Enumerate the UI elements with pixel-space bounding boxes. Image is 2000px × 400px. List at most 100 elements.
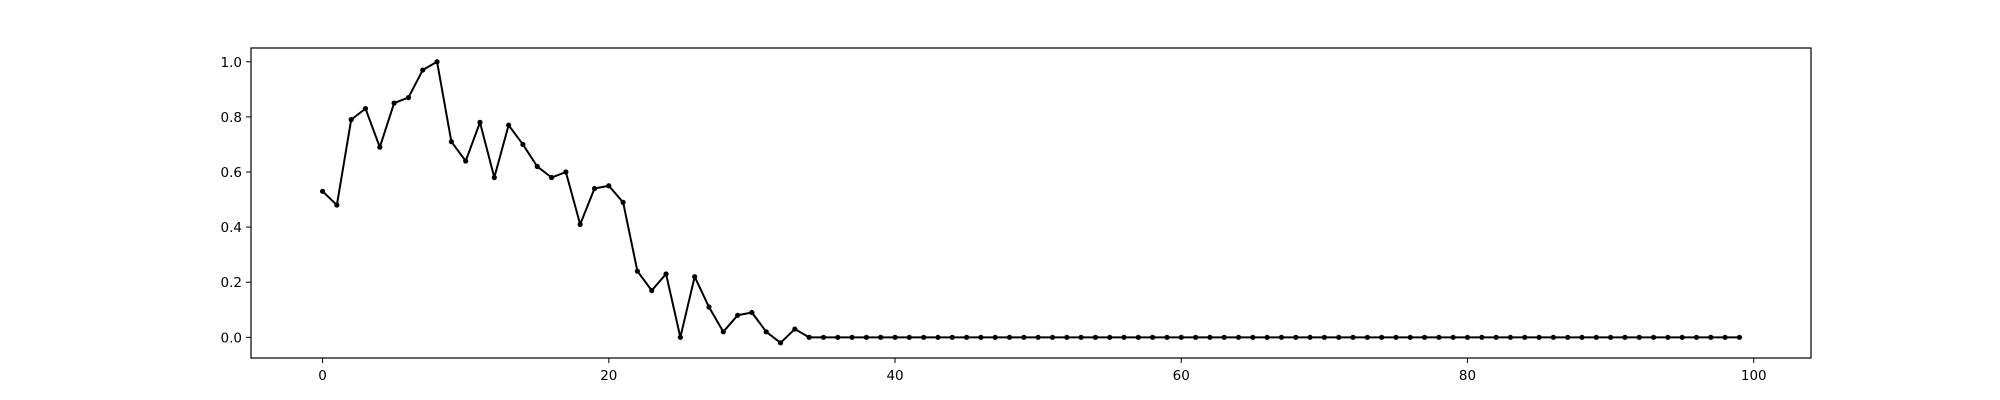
data-point <box>1264 334 1270 340</box>
data-point <box>763 329 769 335</box>
data-point <box>1250 334 1256 340</box>
data-point <box>1336 334 1342 340</box>
data-point <box>1235 334 1242 340</box>
data-point <box>577 221 583 227</box>
data-point <box>563 169 569 175</box>
data-point <box>1622 334 1628 340</box>
data-point <box>1507 334 1514 340</box>
data-point <box>863 334 870 340</box>
data-point <box>463 158 469 164</box>
data-point <box>362 106 369 112</box>
x-tick-label: 20 <box>600 368 617 384</box>
data-point <box>1650 334 1657 340</box>
data-point <box>1479 334 1485 340</box>
data-point <box>1121 334 1127 340</box>
y-tick-label: 0.6 <box>221 165 242 181</box>
data-point <box>1464 334 1471 340</box>
data-point <box>534 163 540 170</box>
y-tick-label: 0.4 <box>221 220 242 236</box>
data-point <box>548 174 555 181</box>
data-point <box>1722 334 1728 340</box>
plot-frame <box>250 47 1812 359</box>
data-point <box>1665 334 1671 340</box>
data-point <box>792 326 798 332</box>
axes: 0 20 40 60 80 100 0.0 0.2 0.4 0.6 0.8 1.0 <box>221 47 1812 384</box>
plot-area <box>319 59 1743 346</box>
data-point <box>1293 334 1299 340</box>
data-point <box>1536 334 1542 340</box>
data-point <box>663 271 669 277</box>
data-point <box>1192 334 1199 340</box>
data-point <box>1636 334 1642 340</box>
x-tick-label: 80 <box>1459 368 1476 384</box>
data-point <box>1379 334 1385 340</box>
data-point <box>1164 334 1170 340</box>
data-point <box>1278 334 1285 340</box>
data-point <box>1736 334 1743 340</box>
data-point <box>1436 334 1442 340</box>
data-point <box>1049 334 1056 340</box>
data-point <box>720 329 726 335</box>
data-point <box>477 119 483 125</box>
data-point <box>677 334 683 340</box>
data-point <box>634 268 641 274</box>
data-point <box>1679 334 1685 340</box>
data-point <box>1450 334 1456 340</box>
data-point <box>1608 334 1614 340</box>
y-tick-label: 1.0 <box>221 55 242 71</box>
data-point <box>520 141 526 148</box>
data-point <box>1135 334 1141 340</box>
data-point <box>1150 334 1156 340</box>
data-point <box>849 334 855 340</box>
data-point <box>1321 334 1327 340</box>
data-point <box>1407 334 1413 340</box>
x-tick-label: 60 <box>1173 368 1190 384</box>
y-tick-label: 0.0 <box>221 330 242 346</box>
data-point <box>1307 334 1313 340</box>
data-point <box>1550 334 1556 340</box>
data-point <box>620 199 626 205</box>
data-point <box>921 334 927 340</box>
data-point <box>606 183 612 189</box>
data-point <box>1421 334 1428 340</box>
data-point <box>1593 334 1599 340</box>
data-point <box>1178 334 1184 340</box>
y-tick-label: 0.8 <box>221 110 242 126</box>
data-point <box>749 309 755 316</box>
data-point <box>1708 334 1714 340</box>
data-point <box>1579 334 1585 340</box>
data-point <box>992 334 998 340</box>
data-point <box>806 334 812 340</box>
data-point <box>591 185 598 192</box>
data-point <box>506 122 512 128</box>
data-point <box>1565 334 1571 340</box>
data-point <box>1522 334 1528 340</box>
data-point <box>377 144 383 150</box>
x-tick-label: 0 <box>318 368 327 384</box>
data-point <box>949 334 955 340</box>
data-point <box>835 334 841 340</box>
data-point <box>1350 334 1356 340</box>
data-point <box>1207 334 1213 340</box>
data-point <box>491 174 497 181</box>
data-point <box>1092 334 1098 340</box>
data-point <box>319 188 326 194</box>
series-line <box>321 60 1740 344</box>
data-point <box>1364 334 1370 340</box>
data-point <box>1021 334 1027 340</box>
data-point <box>706 304 712 310</box>
data-point <box>649 287 655 294</box>
data-point <box>820 334 827 340</box>
data-point <box>420 67 426 73</box>
data-point <box>777 340 784 346</box>
x-tick-label: 40 <box>886 368 903 384</box>
data-point <box>878 334 884 340</box>
data-point <box>692 274 698 280</box>
data-point <box>1393 334 1399 340</box>
data-point <box>348 117 354 123</box>
data-point <box>391 100 397 106</box>
data-point <box>964 334 970 340</box>
data-point <box>892 334 898 340</box>
data-point <box>448 139 454 145</box>
